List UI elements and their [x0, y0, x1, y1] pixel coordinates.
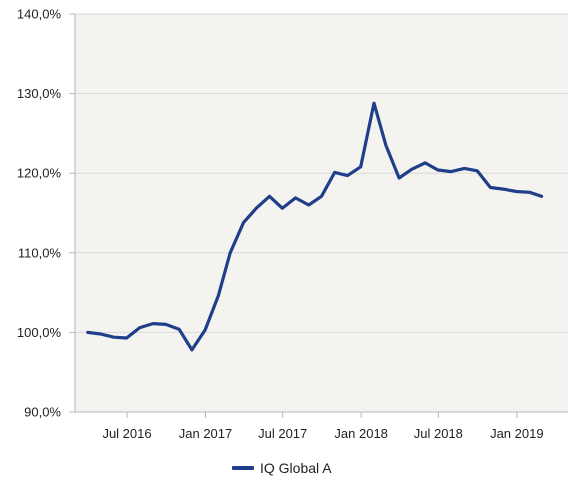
series-layer [86, 101, 544, 352]
data-point [333, 171, 336, 174]
plot-area [75, 14, 568, 412]
data-point [86, 331, 90, 334]
data-point [190, 348, 194, 352]
y-tick-label: 110,0% [18, 245, 62, 260]
data-point [397, 176, 401, 180]
data-point [242, 221, 245, 224]
x-tick-label: Jul 2017 [258, 426, 307, 441]
data-point [384, 144, 388, 147]
x-tick-label: Jul 2018 [414, 426, 463, 441]
data-point [268, 195, 271, 198]
data-point [359, 165, 362, 168]
data-point [151, 322, 155, 325]
data-point [476, 169, 479, 172]
data-point [217, 294, 220, 297]
data-point [229, 251, 232, 254]
legend-label-iq-global-a: IQ Global A [260, 460, 332, 476]
legend: IQ Global A [232, 458, 332, 478]
x-axis-ticks: Jul 2016 Jan 2017 Jul 2017 Jan 2018 Jul 2018… [102, 426, 543, 441]
data-point [540, 195, 543, 198]
x-tick-label: Jan 2019 [490, 426, 544, 441]
data-point [164, 323, 167, 326]
data-point [112, 336, 116, 339]
data-point [449, 170, 453, 173]
x-tick-label: Jan 2018 [334, 426, 388, 441]
y-tick-label: 140,0% [17, 7, 62, 22]
data-point [320, 195, 323, 198]
data-point [346, 174, 349, 177]
data-point [436, 168, 440, 172]
data-point [203, 328, 207, 332]
data-point [489, 186, 492, 189]
y-tick-label: 130,0% [17, 86, 62, 101]
data-point [177, 328, 181, 331]
data-point [99, 332, 102, 336]
data-point [255, 207, 258, 210]
x-tick-label: Jul 2016 [102, 426, 151, 441]
y-tick-label: 120,0% [17, 166, 62, 181]
y-axis-ticks: 90,0% 100,0% 110,0% 120,0% 130,0% 140,0% [17, 7, 62, 420]
legend-swatch [232, 466, 254, 470]
data-point [423, 161, 427, 165]
data-point [372, 102, 376, 105]
y-tick-label: 90,0% [24, 405, 61, 420]
axes [69, 13, 568, 418]
data-point [125, 336, 128, 340]
data-point [138, 326, 141, 329]
data-point [528, 191, 531, 194]
data-point [410, 168, 414, 171]
data-point [307, 203, 310, 207]
gridlines [75, 13, 568, 333]
x-tick-label: Jan 2017 [179, 426, 233, 441]
series-line-0 [86, 101, 544, 352]
data-point [281, 207, 284, 210]
data-point [502, 187, 505, 191]
data-point [294, 196, 297, 200]
data-point [515, 190, 518, 193]
y-tick-label: 100,0% [17, 325, 62, 340]
data-point [463, 167, 466, 170]
